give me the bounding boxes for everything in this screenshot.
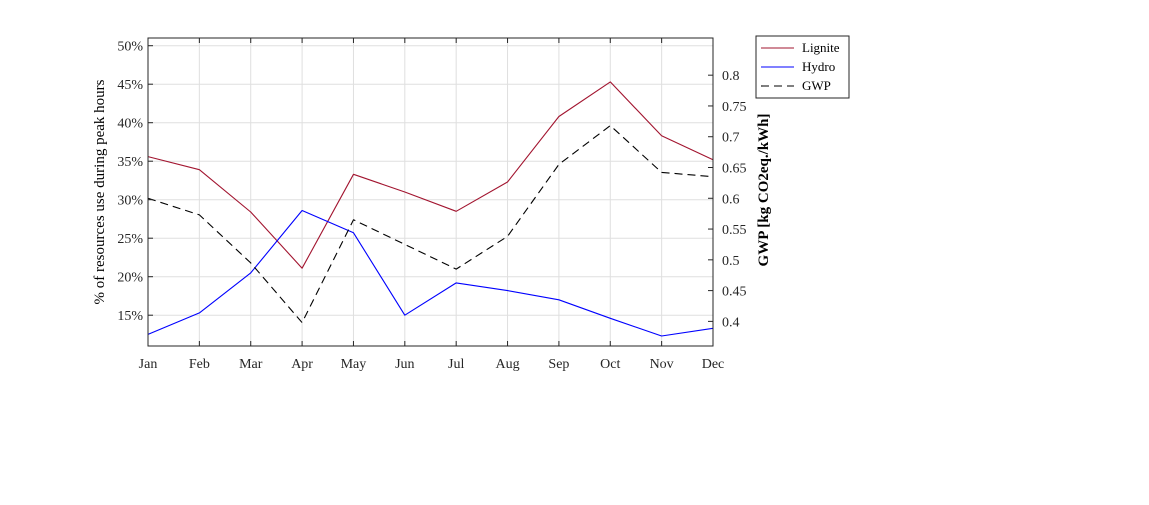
x-tick-label: Sep [548, 357, 569, 372]
right-tick-label: 0.45 [722, 285, 747, 300]
x-tick-label: Jan [139, 357, 158, 372]
left-tick-label: 20% [117, 271, 143, 286]
x-tick-label: Jun [395, 357, 414, 372]
right-y-axis: 0.4 0.45 0.5 0.55 0.6 0.65 0.7 0.75 0.8 [708, 69, 747, 330]
left-tick-label: 40% [117, 117, 143, 132]
x-tick-label: May [341, 357, 367, 372]
right-axis-title: GWP [kg CO2eq./kWh] [756, 114, 772, 267]
x-tick-label: Aug [495, 357, 519, 372]
right-tick-label: 0.6 [722, 192, 740, 207]
left-axis-title: % of resources use during peak hours [92, 79, 108, 304]
x-tick-label: Jul [448, 357, 464, 372]
x-axis: Jan Feb Mar Apr May Jun Jul Aug Sep Oct Nov Dec [139, 38, 725, 372]
left-tick-label: 15% [117, 309, 143, 324]
left-tick-label: 50% [117, 40, 143, 55]
right-tick-label: 0.8 [722, 69, 740, 84]
plot-lines [147, 81, 714, 337]
x-tick-label: Nov [650, 357, 674, 372]
x-tick-label: Apr [291, 357, 313, 372]
x-tick-label: Mar [239, 357, 263, 372]
right-tick-label: 0.7 [722, 131, 740, 146]
right-tick-label: 0.55 [722, 223, 747, 238]
right-tick-label: 0.4 [722, 315, 740, 330]
plot-frame [147, 37, 714, 347]
left-y-axis: 15% 20% 25% 30% 35% 40% 45% 50% [117, 40, 153, 324]
legend-label-gwp: GWP [802, 78, 831, 93]
left-tick-label: 35% [117, 155, 143, 170]
legend: Lignite Hydro GWP [755, 35, 850, 99]
x-tick-label: Oct [600, 357, 620, 372]
grid [147, 38, 714, 346]
series-line-lignite [147, 81, 714, 269]
legend-label-lignite: Lignite [802, 40, 840, 55]
left-tick-label: 30% [117, 194, 143, 209]
right-tick-label: 0.75 [722, 100, 747, 115]
right-tick-label: 0.65 [722, 162, 747, 177]
series-line-hydro [147, 209, 714, 337]
series-line-gwp [147, 125, 714, 324]
right-tick-label: 0.5 [722, 254, 740, 269]
left-tick-label: 25% [117, 232, 143, 247]
legend-label-hydro: Hydro [802, 59, 835, 74]
x-tick-label: Feb [189, 357, 210, 372]
x-tick-label: Dec [702, 357, 725, 372]
left-tick-label: 45% [117, 78, 143, 93]
